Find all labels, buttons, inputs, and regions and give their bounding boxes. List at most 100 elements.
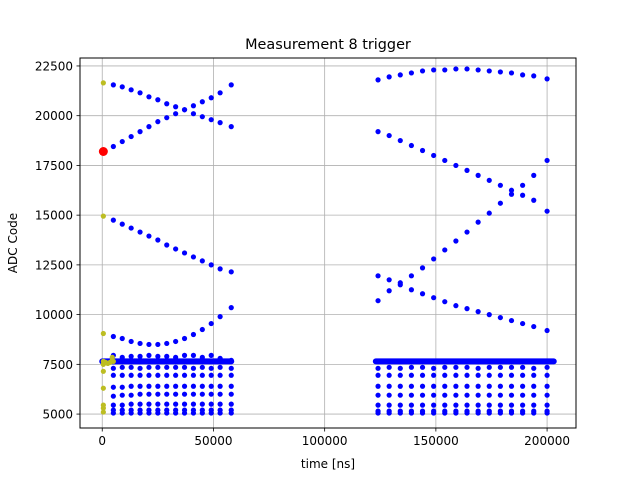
data-point — [375, 273, 381, 279]
data-point — [531, 365, 537, 371]
data-point — [442, 392, 448, 398]
data-point — [217, 401, 223, 407]
data-point — [464, 306, 470, 312]
data-point — [544, 383, 550, 389]
data-point — [190, 103, 197, 109]
data-point — [497, 69, 503, 75]
data-point — [486, 410, 492, 416]
data-point — [110, 393, 116, 399]
data-point — [208, 391, 214, 397]
x-tick-label: 150000 — [413, 434, 459, 448]
data-point — [173, 338, 179, 345]
data-point — [228, 410, 234, 416]
data-point — [217, 372, 223, 378]
data-point — [497, 383, 503, 389]
y-tick-label: 22500 — [35, 59, 73, 73]
data-point — [164, 242, 170, 248]
data-point — [419, 291, 426, 297]
data-point — [100, 213, 106, 219]
data-point — [508, 392, 515, 398]
data-point — [497, 182, 503, 188]
data-point — [375, 298, 381, 304]
data-point — [119, 372, 125, 378]
data-point — [397, 410, 403, 416]
data-point — [181, 107, 188, 113]
data-point — [431, 372, 437, 378]
data-point — [453, 383, 459, 389]
data-point — [453, 410, 459, 416]
data-point — [419, 402, 426, 408]
data-point — [486, 383, 492, 389]
data-point — [190, 372, 197, 378]
data-point — [164, 101, 170, 107]
data-point — [464, 410, 470, 416]
data-point — [431, 392, 437, 398]
data-point — [520, 383, 526, 389]
data-point — [508, 187, 515, 193]
data-point — [208, 95, 214, 101]
data-point — [497, 402, 503, 408]
data-point — [544, 76, 550, 82]
data-point — [375, 392, 381, 398]
data-point — [520, 392, 526, 398]
data-point — [228, 124, 234, 130]
y-tick-label: 15000 — [35, 209, 73, 223]
y-tick-label: 7500 — [42, 358, 73, 372]
data-point — [386, 392, 392, 398]
data-point — [464, 364, 470, 370]
data-point — [228, 82, 234, 88]
data-point — [164, 364, 170, 370]
data-point — [453, 372, 459, 378]
data-point — [508, 410, 515, 416]
data-point — [110, 372, 116, 378]
data-point — [397, 383, 403, 389]
data-point — [386, 364, 392, 370]
data-point — [486, 364, 492, 370]
y-tick-label: 10000 — [35, 308, 73, 322]
data-point — [217, 383, 223, 389]
data-point — [453, 238, 459, 244]
data-point — [199, 410, 205, 416]
data-point — [217, 364, 223, 370]
data-point — [155, 391, 161, 397]
data-point — [419, 364, 426, 370]
data-point — [208, 401, 214, 407]
data-point — [520, 72, 526, 78]
data-point — [110, 365, 116, 371]
data-point — [146, 233, 152, 239]
data-point — [128, 364, 134, 370]
data-point — [208, 320, 214, 327]
data-point — [531, 73, 537, 79]
data-point — [181, 401, 188, 407]
data-point — [181, 372, 188, 378]
data-point — [442, 372, 448, 378]
data-point — [164, 401, 170, 407]
chart-title: Measurement 8 trigger — [245, 37, 411, 53]
data-point — [119, 354, 125, 360]
data-point — [173, 111, 179, 117]
data-point — [442, 299, 448, 305]
data-point — [137, 90, 143, 96]
data-point — [228, 365, 234, 371]
data-point — [386, 372, 392, 378]
data-point — [119, 410, 125, 416]
data-point — [190, 401, 197, 407]
data-point — [520, 182, 526, 188]
data-point — [375, 77, 381, 83]
data-point — [228, 383, 234, 389]
data-point — [464, 372, 470, 378]
data-point — [464, 392, 470, 398]
data-point — [228, 372, 234, 378]
data-point — [217, 410, 223, 416]
data-point — [531, 172, 537, 178]
data-point — [544, 392, 550, 398]
data-point — [431, 256, 437, 262]
data-point — [128, 372, 134, 378]
data-point — [520, 320, 526, 327]
data-point — [164, 340, 170, 347]
data-point — [544, 157, 550, 164]
data-point — [419, 372, 426, 378]
data-point — [199, 391, 205, 397]
data-point — [475, 67, 481, 73]
